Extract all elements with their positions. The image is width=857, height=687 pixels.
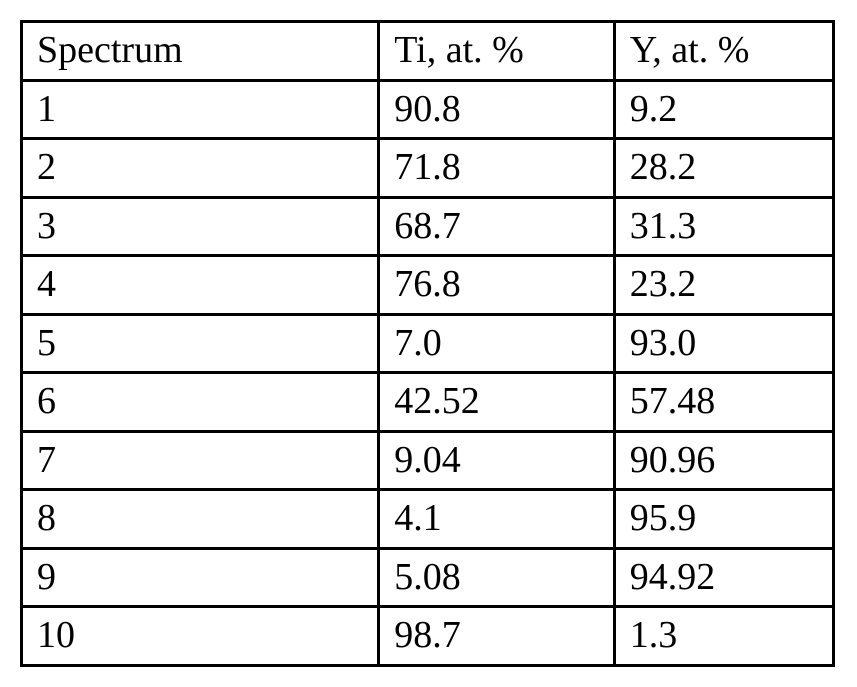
cell-ti: 90.8 — [379, 80, 614, 139]
table-row: 4 76.8 23.2 — [22, 256, 834, 315]
cell-spectrum: 3 — [22, 197, 379, 256]
cell-spectrum: 9 — [22, 548, 379, 607]
cell-ti: 5.08 — [379, 548, 614, 607]
cell-spectrum: 1 — [22, 80, 379, 139]
cell-spectrum: 10 — [22, 607, 379, 666]
cell-y: 1.3 — [614, 607, 833, 666]
table-body: Spectrum Ti, at. % Y, at. % 1 90.8 9.2 2… — [22, 22, 834, 666]
cell-y: 90.96 — [614, 431, 833, 490]
cell-spectrum: 8 — [22, 490, 379, 549]
table-row: 2 71.8 28.2 — [22, 139, 834, 198]
cell-y: 93.0 — [614, 314, 833, 373]
table-row: 9 5.08 94.92 — [22, 548, 834, 607]
col-header-y: Y, at. % — [614, 22, 833, 81]
cell-spectrum: 6 — [22, 373, 379, 432]
cell-spectrum: 2 — [22, 139, 379, 198]
cell-ti: 98.7 — [379, 607, 614, 666]
cell-ti: 71.8 — [379, 139, 614, 198]
cell-ti: 7.0 — [379, 314, 614, 373]
table-row: 5 7.0 93.0 — [22, 314, 834, 373]
table-row: 10 98.7 1.3 — [22, 607, 834, 666]
table-row: 8 4.1 95.9 — [22, 490, 834, 549]
col-header-spectrum: Spectrum — [22, 22, 379, 81]
cell-spectrum: 4 — [22, 256, 379, 315]
cell-y: 28.2 — [614, 139, 833, 198]
col-header-ti: Ti, at. % — [379, 22, 614, 81]
table-row: 6 42.52 57.48 — [22, 373, 834, 432]
table-row: 1 90.8 9.2 — [22, 80, 834, 139]
cell-ti: 9.04 — [379, 431, 614, 490]
composition-table-container: Spectrum Ti, at. % Y, at. % 1 90.8 9.2 2… — [20, 20, 835, 667]
cell-y: 23.2 — [614, 256, 833, 315]
cell-y: 31.3 — [614, 197, 833, 256]
composition-table: Spectrum Ti, at. % Y, at. % 1 90.8 9.2 2… — [20, 20, 835, 667]
table-header-row: Spectrum Ti, at. % Y, at. % — [22, 22, 834, 81]
table-row: 3 68.7 31.3 — [22, 197, 834, 256]
cell-ti: 76.8 — [379, 256, 614, 315]
cell-ti: 68.7 — [379, 197, 614, 256]
cell-y: 57.48 — [614, 373, 833, 432]
cell-spectrum: 5 — [22, 314, 379, 373]
cell-y: 95.9 — [614, 490, 833, 549]
cell-ti: 4.1 — [379, 490, 614, 549]
cell-y: 94.92 — [614, 548, 833, 607]
cell-spectrum: 7 — [22, 431, 379, 490]
cell-y: 9.2 — [614, 80, 833, 139]
cell-ti: 42.52 — [379, 373, 614, 432]
table-row: 7 9.04 90.96 — [22, 431, 834, 490]
